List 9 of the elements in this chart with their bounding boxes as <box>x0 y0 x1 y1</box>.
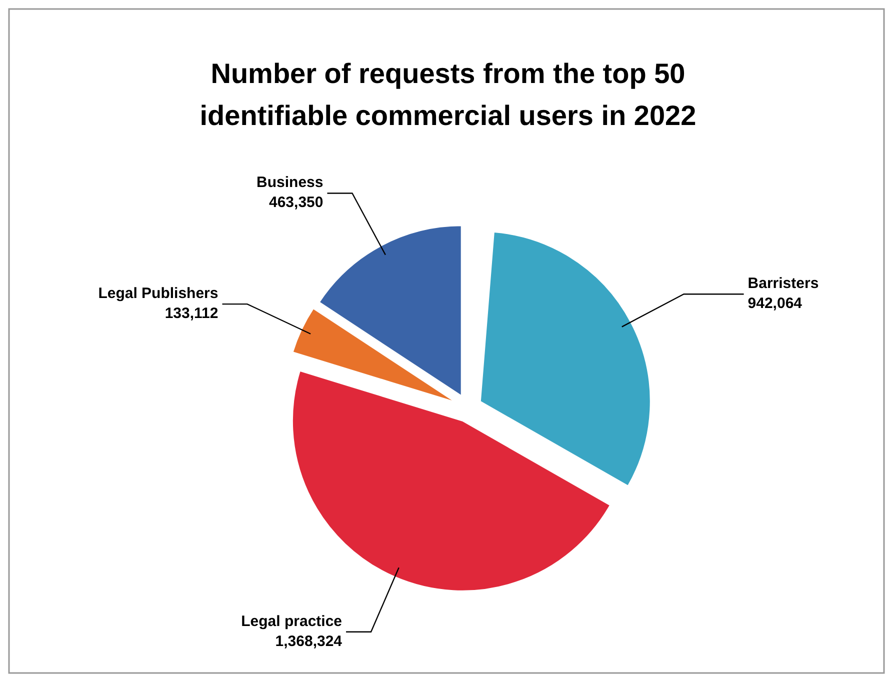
data-label: 463,350 <box>268 194 324 212</box>
slice-label: Legal practice <box>241 612 342 630</box>
slice-label: Business <box>256 174 324 192</box>
chart-title: Number of requests from the top 50 identifiable commercial users in 2022 <box>200 58 696 131</box>
data-label: 1,368,324 <box>275 632 343 650</box>
slice-label: Barristers <box>748 275 819 292</box>
data-label: 133,112 <box>164 305 218 322</box>
data-label: 942,064 <box>748 295 803 312</box>
slice-label: Legal Publishers <box>98 285 218 302</box>
